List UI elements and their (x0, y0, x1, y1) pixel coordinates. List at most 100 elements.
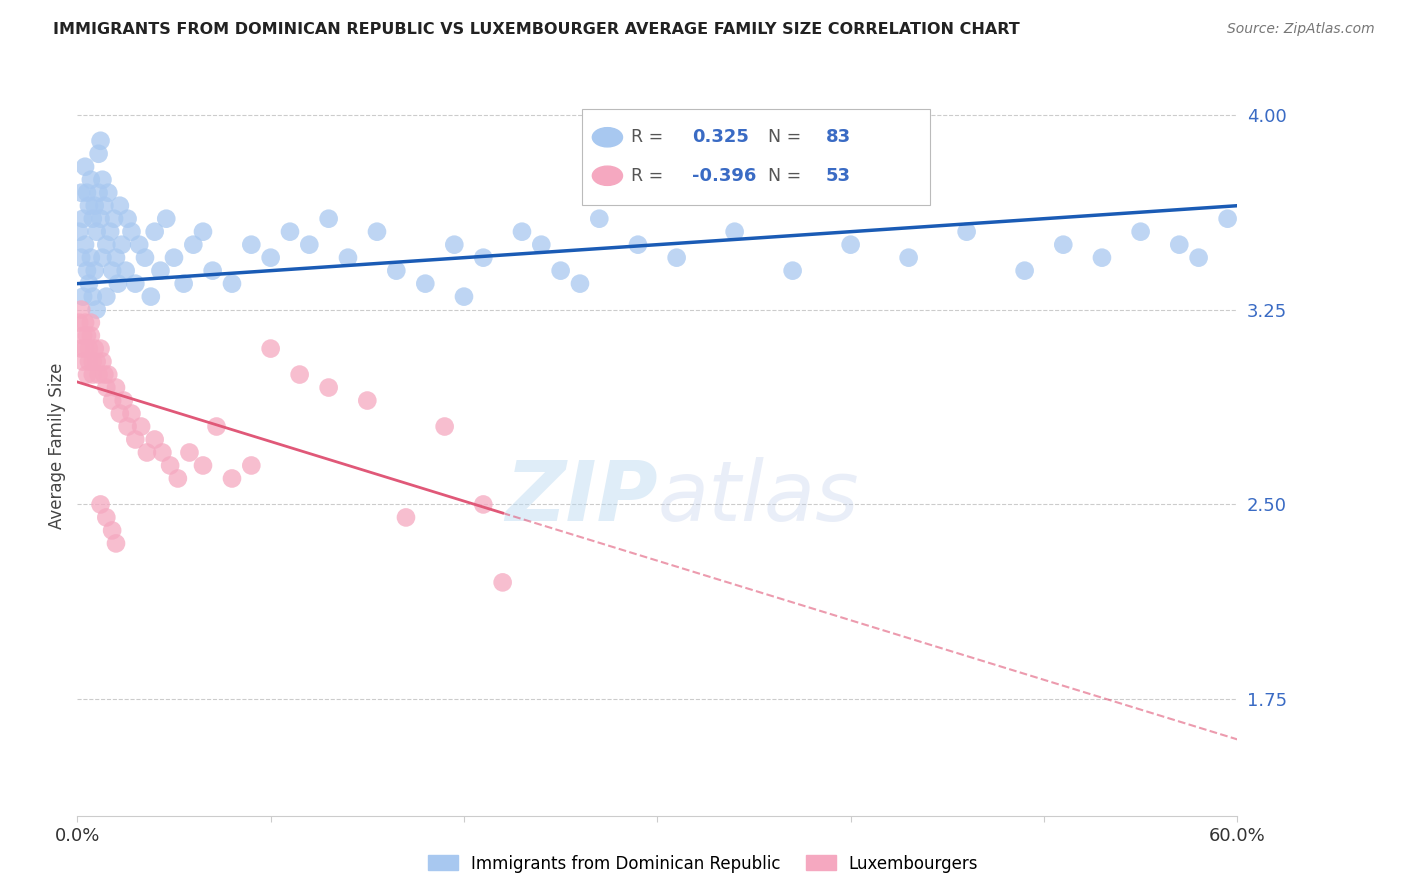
Point (173, 277, 195, 291)
Point (90, 134, 111, 148)
Point (77, 354, 100, 368)
Point (75, 160, 96, 174)
Point (96, 510, 118, 524)
Point (569, 277, 592, 291)
Point (395, 510, 418, 524)
Point (550, 263, 572, 277)
Text: atlas: atlas (658, 458, 859, 539)
Point (627, 237, 650, 252)
Point (83, 342, 105, 356)
Circle shape (592, 128, 623, 147)
Point (80, 316, 103, 330)
Point (205, 419, 228, 434)
Point (221, 471, 243, 485)
Point (124, 433, 146, 447)
Point (70, 302, 93, 317)
Point (201, 263, 224, 277)
Point (108, 199, 131, 213)
Point (77, 199, 100, 213)
Text: -0.396: -0.396 (692, 167, 756, 185)
Point (159, 458, 181, 473)
Point (166, 471, 188, 485)
Point (128, 237, 150, 252)
Point (75, 316, 96, 330)
Point (105, 380, 127, 394)
Point (93, 199, 115, 213)
Point (114, 263, 136, 277)
Point (191, 225, 214, 239)
Point (76, 328, 98, 343)
Text: R =: R = (631, 167, 668, 185)
Point (724, 225, 747, 239)
Point (839, 237, 862, 252)
Point (433, 419, 456, 434)
Point (72, 354, 94, 368)
Point (149, 263, 172, 277)
Point (1129, 225, 1152, 239)
Point (80, 328, 103, 343)
Point (101, 393, 124, 408)
Point (105, 251, 127, 265)
Point (139, 290, 162, 304)
Point (413, 277, 436, 291)
Text: N =: N = (768, 167, 806, 185)
Point (443, 237, 465, 252)
Text: R =: R = (631, 128, 668, 146)
Text: Source: ZipAtlas.com: Source: ZipAtlas.com (1227, 22, 1375, 37)
Point (108, 407, 131, 421)
Text: ZIP: ZIP (505, 458, 658, 539)
Point (72, 290, 94, 304)
Point (96, 290, 118, 304)
Point (453, 290, 475, 304)
Point (956, 225, 979, 239)
Point (86, 354, 108, 368)
Point (70, 186, 93, 200)
Point (1216, 211, 1239, 226)
Point (82, 211, 104, 226)
Point (70, 342, 93, 356)
Circle shape (592, 166, 623, 186)
Point (117, 419, 139, 434)
Point (82, 290, 104, 304)
Point (665, 251, 688, 265)
Point (96, 380, 118, 394)
Point (82, 368, 104, 382)
Point (103, 211, 125, 226)
Point (163, 251, 186, 265)
Text: 0.325: 0.325 (692, 128, 749, 146)
Point (260, 251, 283, 265)
Point (121, 407, 143, 421)
Point (91, 354, 114, 368)
Point (82, 354, 104, 368)
Point (134, 251, 156, 265)
Point (90, 498, 111, 512)
Point (472, 251, 495, 265)
Point (1052, 237, 1074, 252)
Point (337, 251, 360, 265)
Point (318, 211, 340, 226)
Point (510, 225, 533, 239)
Point (67, 225, 90, 239)
Point (1168, 237, 1191, 252)
Point (221, 277, 243, 291)
Point (80, 172, 103, 186)
Point (75, 342, 96, 356)
Text: IMMIGRANTS FROM DOMINICAN REPUBLIC VS LUXEMBOURGER AVERAGE FAMILY SIZE CORRELATI: IMMIGRANTS FROM DOMINICAN REPUBLIC VS LU… (53, 22, 1021, 37)
Point (385, 263, 408, 277)
Point (76, 186, 98, 200)
Point (155, 211, 177, 226)
Point (107, 277, 129, 291)
Y-axis label: Average Family Size: Average Family Size (48, 363, 66, 529)
Point (356, 393, 378, 408)
Point (129, 419, 152, 434)
Point (191, 458, 214, 473)
Point (136, 445, 159, 459)
Point (96, 237, 118, 252)
Point (87, 146, 110, 161)
Point (80, 251, 103, 265)
Point (101, 524, 124, 538)
Point (366, 225, 388, 239)
Point (77, 342, 100, 356)
Point (240, 458, 263, 473)
Point (278, 225, 301, 239)
